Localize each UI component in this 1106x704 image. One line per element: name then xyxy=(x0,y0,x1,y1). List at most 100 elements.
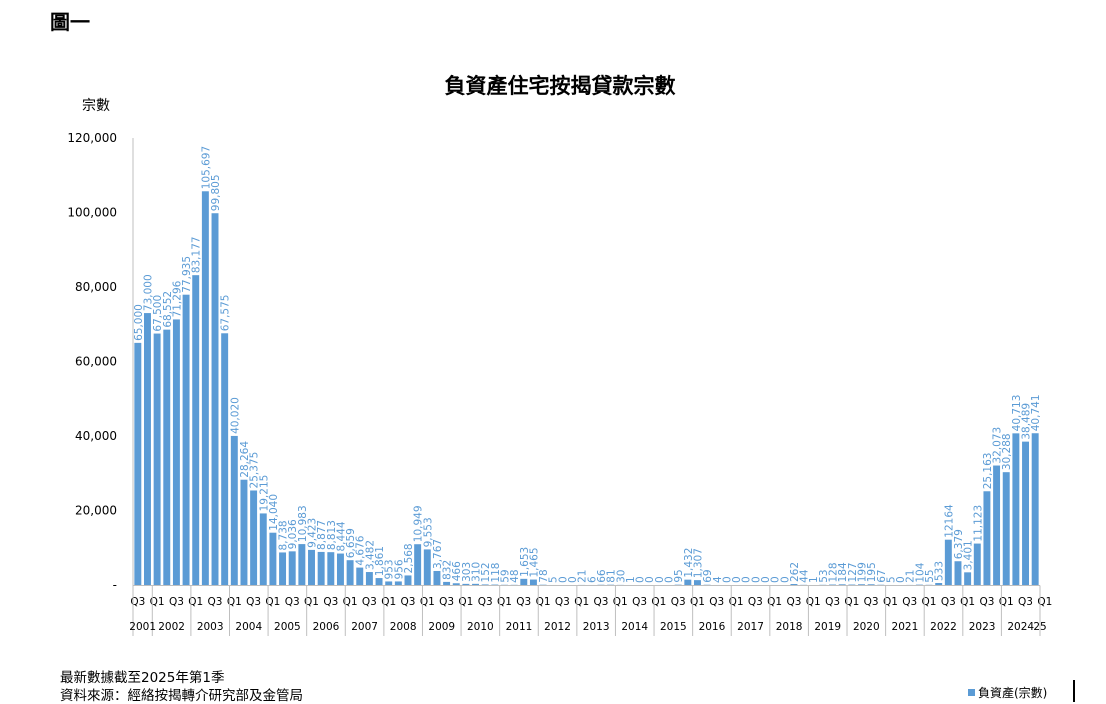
quarter-tick-label: Q3 xyxy=(208,596,223,608)
year-tick-label: 2011 xyxy=(506,621,533,633)
quarter-tick-label: Q3 xyxy=(555,596,570,608)
quarter-tick-label: Q3 xyxy=(478,596,493,608)
y-tick-label: 100,000 xyxy=(67,206,117,220)
data-label: 95 xyxy=(673,569,685,582)
data-label: 105,697 xyxy=(200,146,212,189)
quarter-tick-label: Q3 xyxy=(516,596,531,608)
data-label: 9,036 xyxy=(287,519,299,549)
bar xyxy=(414,544,422,585)
data-label: 48 xyxy=(509,569,521,582)
bar xyxy=(336,553,344,585)
quarter-tick-label: Q1 xyxy=(1037,596,1052,608)
source-note: 資料來源：經絡按揭轉介研究部及金管局 xyxy=(60,688,303,704)
bar xyxy=(365,572,373,585)
data-labels: 65,00073,00067,50068,55271,29677,93583,1… xyxy=(133,146,1042,583)
data-label: 310 xyxy=(471,562,483,582)
data-label: 30 xyxy=(615,570,627,583)
quarter-tick-label: Q3 xyxy=(786,596,801,608)
year-tick-label: 2004 xyxy=(235,621,262,633)
bars xyxy=(134,191,1039,585)
data-label: 8,444 xyxy=(335,521,347,551)
data-label: 953 xyxy=(384,559,396,579)
data-label: 99,805 xyxy=(210,174,222,211)
data-label: 78 xyxy=(538,569,550,582)
legend: 負資產(宗數) xyxy=(968,684,1047,701)
y-tick-label: 40,000 xyxy=(75,429,117,443)
quarter-tick-label: Q1 xyxy=(613,596,628,608)
bar xyxy=(443,581,451,585)
quarter-tick-label: Q3 xyxy=(979,596,994,608)
year-tick-label: 2023 xyxy=(969,621,996,633)
bar xyxy=(250,490,258,585)
data-label: 0 xyxy=(721,576,733,583)
year-tick-label: 2010 xyxy=(467,621,494,633)
bar xyxy=(134,342,142,585)
data-label: 0 xyxy=(750,576,762,583)
data-label: 68,552 xyxy=(162,291,174,328)
figure-label: 圖一 xyxy=(50,10,90,34)
bar xyxy=(481,584,489,585)
year-tick-label: 2017 xyxy=(737,621,764,633)
data-label: 0 xyxy=(664,576,676,583)
data-label: 8,813 xyxy=(326,520,338,550)
bar xyxy=(404,575,412,585)
bar xyxy=(1012,433,1020,585)
data-label: 11,123 xyxy=(972,505,984,542)
year-tick-label: 2008 xyxy=(390,621,417,633)
quarter-tick-label: Q3 xyxy=(593,596,608,608)
data-label: 28,264 xyxy=(239,441,251,478)
data-label: 3,401 xyxy=(963,540,975,570)
data-label: 69 xyxy=(702,569,714,582)
quarter-tick-label: Q1 xyxy=(304,596,319,608)
quarter-tick-label: Q1 xyxy=(806,596,821,608)
year-tick-label: 25 xyxy=(1033,621,1046,633)
data-label: 25,163 xyxy=(982,453,994,490)
bar xyxy=(269,532,277,585)
data-label: 30,288 xyxy=(1001,433,1013,470)
data-label: 66 xyxy=(596,569,608,583)
year-tick-label: 2012 xyxy=(544,621,571,633)
data-label: 19,215 xyxy=(258,475,270,512)
x-axis: Q3 Q1 Q3 Q1 Q3 Q1 Q3 Q1 Q3 Q1 Q3 Q1 Q3 Q1 Q3 Q1 Q3 Q1 Q3 Q1… xyxy=(129,138,1052,636)
data-label: 40,741 xyxy=(1030,394,1042,431)
data-label: 71,296 xyxy=(171,280,183,317)
year-tick-label: 2001 xyxy=(129,621,156,633)
data-label: 1,307 xyxy=(692,548,704,578)
data-label: 6,379 xyxy=(953,529,965,559)
bar xyxy=(973,543,981,585)
data-label: 32,073 xyxy=(992,427,1004,464)
data-label: 21 xyxy=(577,570,589,583)
bar xyxy=(346,560,354,585)
y-tick-label: - xyxy=(113,578,117,592)
bar xyxy=(858,584,865,585)
data-label: 1,861 xyxy=(374,546,386,576)
data-label: 0 xyxy=(644,576,656,583)
bar xyxy=(944,539,952,585)
bar xyxy=(452,583,460,585)
data-label: 67,500 xyxy=(152,295,164,332)
quarter-tick-label: Q1 xyxy=(690,596,705,608)
data-label: 127 xyxy=(847,562,859,582)
bar xyxy=(520,578,528,585)
bar xyxy=(375,578,383,585)
quarter-tick-label: Q1 xyxy=(844,596,859,608)
data-label: 303 xyxy=(461,562,473,582)
year-tick-label: 2003 xyxy=(197,621,224,633)
data-label: 44 xyxy=(799,569,811,583)
year-tick-label: 2022 xyxy=(930,621,957,633)
bar xyxy=(288,551,296,585)
quarter-tick-label: Q1 xyxy=(883,596,898,608)
data-label: 0 xyxy=(635,576,647,583)
quarter-tick-label: Q3 xyxy=(825,596,840,608)
data-label: 25,375 xyxy=(249,452,261,489)
latest-data-note: 最新數據截至2025年第1季 xyxy=(60,670,225,686)
data-label: 0 xyxy=(770,576,782,583)
data-label: 1,465 xyxy=(528,547,540,577)
year-tick-label: 2014 xyxy=(621,621,648,633)
data-label: 73,000 xyxy=(142,274,154,311)
data-label: 0 xyxy=(731,576,743,583)
bar xyxy=(529,579,537,585)
data-label: 118 xyxy=(490,563,502,583)
data-label: 65,000 xyxy=(133,304,145,341)
data-label: 184 xyxy=(837,562,849,582)
